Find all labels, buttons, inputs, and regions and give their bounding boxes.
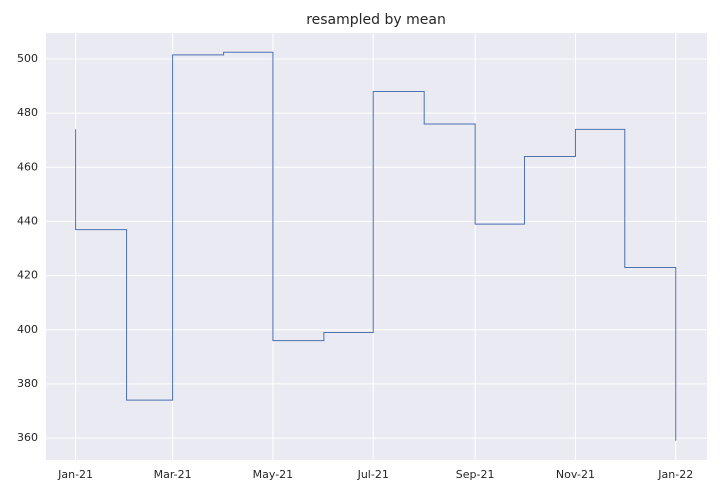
x-tick-label: Jul-21 [357,468,389,481]
x-tick-label: Mar-21 [154,468,192,481]
step-line [75,51,677,441]
y-tick-label: 460 [17,160,38,173]
y-tick-label: 420 [17,269,38,282]
x-tick-label: May-21 [253,468,294,481]
x-tick-label: Nov-21 [556,468,595,481]
chart-title: resampled by mean [306,12,446,28]
y-tick-label: 480 [17,106,38,119]
y-tick-label: 400 [17,323,38,336]
y-tick-label: 440 [17,214,38,227]
x-tick-label: Sep-21 [456,468,495,481]
plot-area [46,33,707,460]
x-tick-label: Jan-22 [657,468,693,481]
y-tick-label: 500 [17,52,38,65]
x-tick-label: Jan-21 [57,468,93,481]
y-tick-label: 380 [17,377,38,390]
y-tick-label: 360 [17,431,38,444]
